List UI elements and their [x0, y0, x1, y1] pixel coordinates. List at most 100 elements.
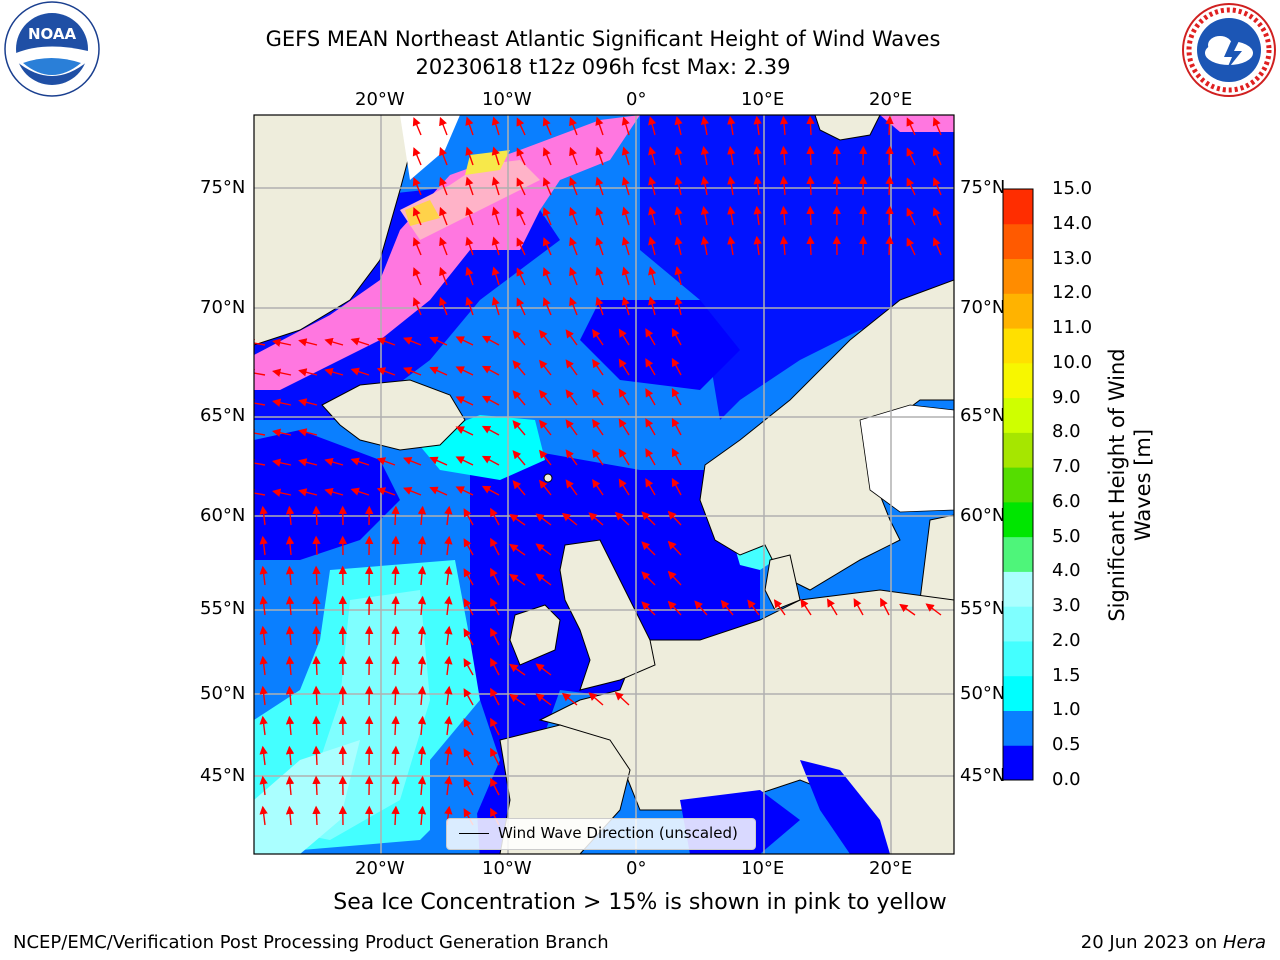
wave-direction-arrow [516, 237, 526, 256]
wave-direction-arrow [569, 236, 578, 256]
wave-direction-arrow [254, 488, 266, 498]
colorbar-swatch [1003, 223, 1033, 260]
wave-direction-arrow [285, 595, 295, 616]
sea-ice-note: Sea Ice Concentration > 15% is shown in … [333, 890, 947, 915]
wave-direction-arrow [490, 567, 500, 586]
wave-direction-arrow [324, 457, 344, 466]
wave-direction-arrow [674, 116, 683, 136]
wave-direction-arrow [391, 805, 400, 826]
wave-direction-arrow [542, 267, 552, 286]
wave-direction-arrow [272, 428, 292, 437]
wave-direction-arrow [490, 687, 500, 706]
wave-direction-arrow [779, 235, 789, 256]
wave-direction-arrow [509, 513, 526, 526]
colorbar-tick-label: 14.0 [1052, 212, 1093, 234]
wave-direction-arrow [569, 266, 578, 286]
wave-direction-arrow [806, 145, 815, 166]
wave-direction-arrow [621, 176, 630, 196]
wave-direction-arrow [595, 206, 604, 226]
wave-direction-arrow [906, 177, 916, 196]
wave-direction-arrow [350, 457, 370, 466]
x-tick-bottom: 20°E [869, 858, 913, 879]
wave-direction-arrow [618, 478, 630, 496]
wave-direction-arrow [700, 145, 710, 166]
wave-direction-arrow [516, 117, 526, 136]
wave-direction-arrow [403, 487, 422, 496]
wave-direction-arrow [490, 717, 500, 736]
colorbar-swatch [1003, 710, 1033, 746]
wave-direction-arrow [516, 177, 526, 196]
wave-direction-arrow [491, 266, 500, 286]
wave-direction-arrow [412, 207, 422, 226]
wave-direction-arrow [800, 598, 812, 616]
wave-direction-arrow [417, 685, 427, 706]
colorbar-swatch [1003, 606, 1033, 642]
wave-direction-arrow [259, 715, 268, 736]
wave-direction-arrow [463, 598, 474, 616]
footer-date: 20 Jun 2023 on Hera [1081, 932, 1266, 953]
wave-direction-arrow [932, 177, 942, 196]
colorbar-swatch [1003, 189, 1033, 225]
wave-direction-arrow [592, 448, 604, 466]
wave-direction-arrow [667, 510, 682, 526]
wave-direction-arrow [285, 505, 295, 526]
wave-direction-arrow [932, 117, 942, 136]
wave-direction-arrow [463, 538, 474, 556]
wave-direction-arrow [465, 116, 474, 136]
colorbar-tick-label: 8.0 [1052, 421, 1081, 443]
wave-direction-arrow [412, 177, 422, 196]
wave-direction-arrow [324, 337, 344, 346]
wave-direction-arrow [417, 595, 427, 616]
wave-direction-arrow [491, 296, 500, 316]
wave-direction-arrow [429, 336, 448, 346]
wave-direction-arrow [481, 365, 500, 376]
wave-direction-arrow [312, 685, 321, 706]
wave-direction-arrow [272, 338, 292, 347]
wave-direction-arrow [312, 655, 321, 676]
wave-direction-arrow [298, 428, 318, 437]
y-tick-right: 55°N [960, 598, 1006, 619]
wave-direction-arrow [700, 205, 710, 226]
map-legend: Wind Wave Direction (unscaled) [446, 818, 756, 850]
colorbar-tick-label: 0.5 [1052, 734, 1081, 756]
wave-direction-arrow [444, 565, 453, 586]
wave-direction-arrow [674, 236, 683, 256]
wave-direction-arrow [569, 116, 578, 136]
wave-direction-arrow [312, 805, 321, 826]
y-tick-left: 55°N [200, 598, 246, 619]
chart-subtitle: 20230618 t12z 096h fcst Max: 2.39 [415, 55, 791, 79]
wave-direction-arrow [490, 507, 500, 526]
wave-direction-arrow [481, 485, 500, 496]
wave-direction-arrow [391, 625, 400, 646]
wave-direction-arrow [444, 685, 453, 706]
wave-direction-arrow [490, 657, 500, 676]
chart-title: GEFS MEAN Northeast Atlantic Significant… [265, 27, 941, 51]
y-tick-right: 75°N [960, 177, 1006, 198]
wave-direction-arrow [491, 176, 500, 196]
footer-credit: NCEP/EMC/Verification Post Processing Pr… [13, 932, 609, 953]
wave-direction-arrow [285, 775, 295, 796]
legend-label: Wind Wave Direction (unscaled) [498, 824, 738, 842]
y-tick-right: 65°N [960, 405, 1006, 426]
wave-direction-arrow [444, 745, 453, 766]
wave-direction-arrow [906, 117, 916, 136]
wave-direction-arrow [463, 568, 474, 586]
wave-direction-arrow [806, 115, 815, 136]
wave-direction-arrow [429, 486, 448, 496]
wave-direction-arrow [779, 205, 789, 226]
nws-logo [1182, 3, 1276, 97]
wave-direction-arrow [880, 597, 890, 616]
wave-direction-arrow [417, 745, 427, 766]
wave-direction-arrow [592, 328, 604, 346]
wave-direction-arrow [535, 693, 552, 706]
wave-direction-arrow [491, 146, 500, 166]
wave-direction-arrow [648, 296, 657, 316]
y-tick-right: 50°N [960, 683, 1006, 704]
wave-direction-arrow [542, 117, 552, 136]
wave-direction-arrow [391, 685, 400, 706]
wave-direction-arrow [391, 535, 400, 556]
wave-direction-arrow [439, 146, 448, 166]
wave-direction-arrow [535, 513, 552, 526]
wave-direction-arrow [539, 329, 552, 346]
colorbar-title: Significant Height of Wind Waves [m] [1104, 325, 1156, 645]
